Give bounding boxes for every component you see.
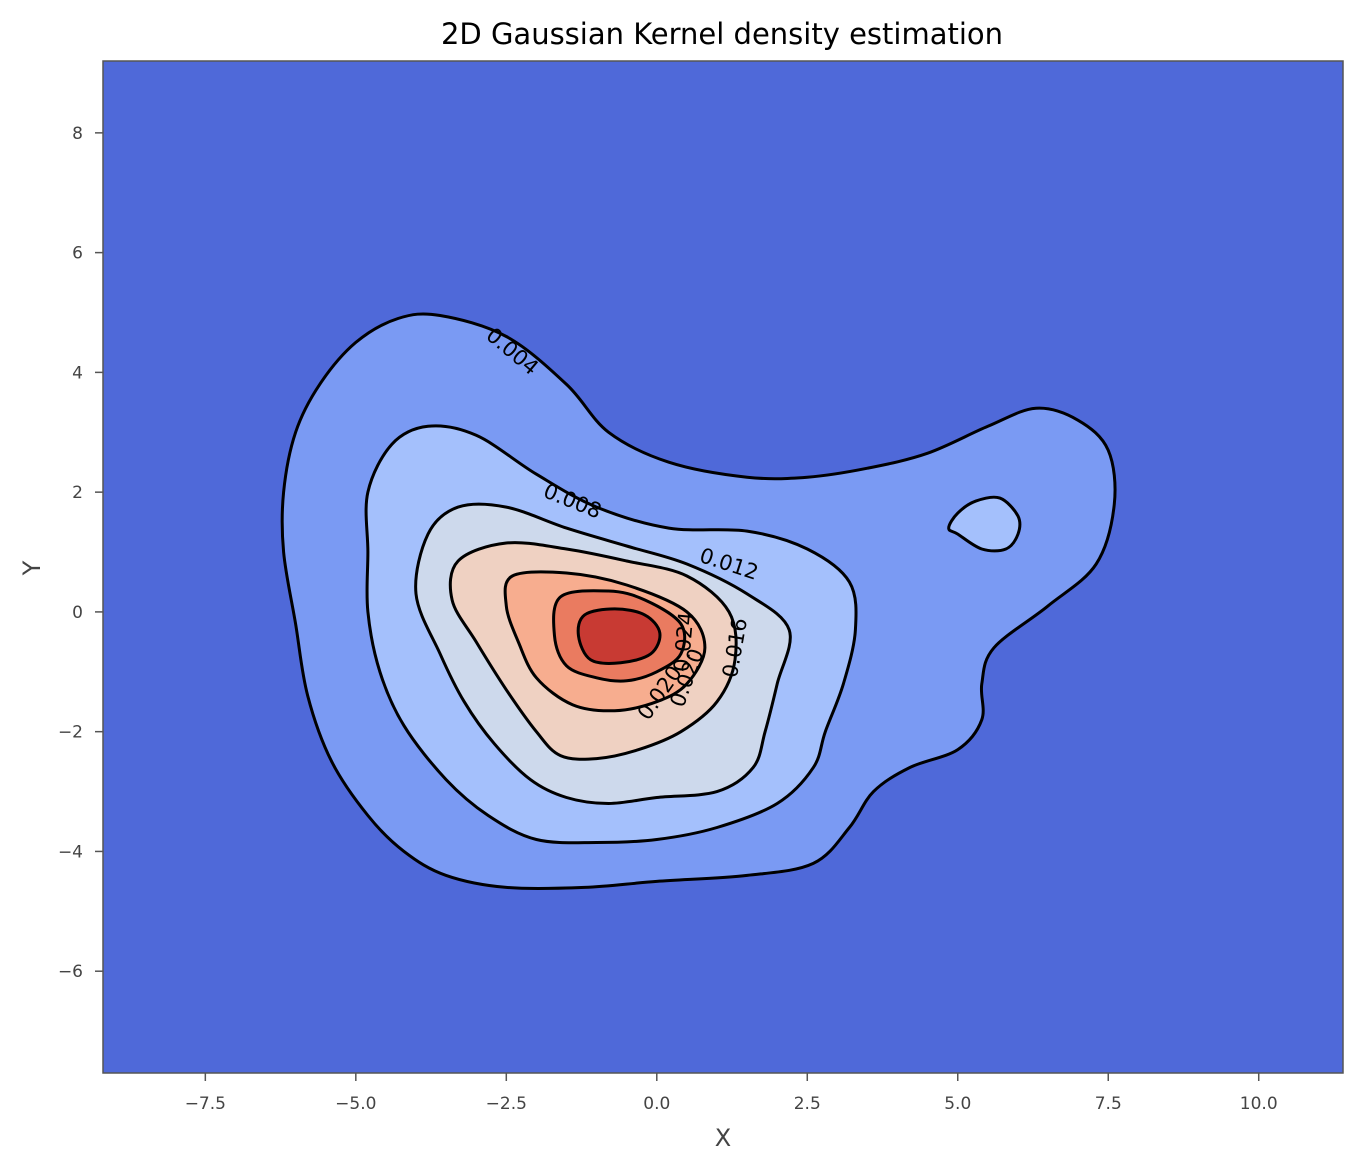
contour-label-5: 0.024: [669, 611, 698, 673]
y-tick-label-5: 4: [72, 363, 83, 383]
contour-lines: [280, 312, 1117, 891]
y-tick-label-3: 0: [72, 603, 83, 623]
contour-line-1-0: [364, 424, 858, 845]
x-tick-label-6: 7.5: [1095, 1094, 1122, 1114]
chart-title: 2D Gaussian Kernel density estimation: [441, 17, 1003, 51]
x-axis-label: X: [715, 1124, 731, 1152]
contour-line-2-0: [414, 502, 792, 805]
contour-label-text-5: 0.024: [669, 611, 698, 673]
contour-line-6-0: [576, 607, 662, 665]
contour-line-1-1: [947, 495, 1022, 553]
x-tick-label-3: 0.0: [643, 1094, 670, 1114]
contour-line-4-0: [503, 570, 707, 713]
x-tick-label-2: −2.5: [486, 1094, 527, 1114]
x-tick-label-1: −5.0: [335, 1094, 376, 1114]
contour-line-5-0: [552, 589, 687, 683]
y-tick-label-2: −2: [58, 723, 83, 743]
contour-line-0-0: [280, 312, 1117, 891]
x-tick-label-0: −7.5: [185, 1094, 226, 1114]
x-tick-label-5: 5.0: [944, 1094, 971, 1114]
plot-frame: [102, 60, 1344, 1074]
y-axis-ticks: −6 −4 −2 0 2 4 6 8: [58, 124, 103, 982]
y-tick-label-6: 6: [72, 244, 83, 264]
y-tick-label-4: 2: [72, 483, 83, 503]
contour-line-3-0: [448, 541, 738, 761]
y-tick-label-0: −6: [58, 962, 83, 982]
x-axis-ticks: −7.5 −5.0 −2.5 0.0 2.5 5.0 7.5 10.0: [185, 1073, 1278, 1114]
y-tick-label-1: −4: [58, 842, 83, 862]
x-tick-label-7: 10.0: [1240, 1094, 1278, 1114]
contour-fill-6-0: [578, 608, 660, 664]
x-tick-label-4: 2.5: [794, 1094, 821, 1114]
contour-fill-1-1: [948, 497, 1020, 551]
y-axis-label: Y: [18, 560, 46, 576]
y-tick-label-7: 8: [72, 124, 83, 144]
